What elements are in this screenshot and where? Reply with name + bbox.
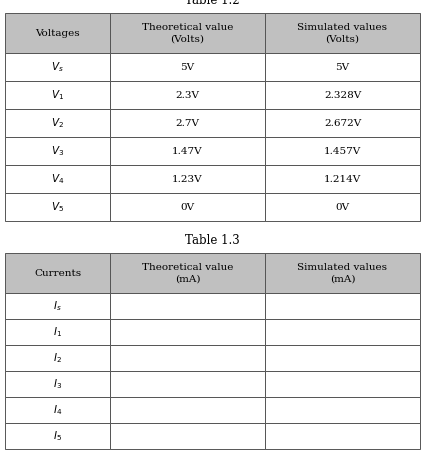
Bar [265, 319, 420, 345]
Bar [265, 81, 420, 109]
Bar [265, 53, 420, 81]
Bar [110, 345, 265, 371]
Bar [110, 193, 265, 221]
Bar [5, 109, 110, 137]
Text: Simulated values
(Volts): Simulated values (Volts) [298, 23, 388, 43]
Bar [5, 165, 110, 193]
Bar [5, 53, 110, 81]
Bar [5, 397, 110, 423]
Bar [110, 397, 265, 423]
Bar [5, 345, 110, 371]
Text: Simulated values
(mA): Simulated values (mA) [298, 263, 388, 283]
Bar [265, 345, 420, 371]
Bar [5, 13, 110, 53]
Bar [5, 371, 110, 397]
Text: Theoretical value
(Volts): Theoretical value (Volts) [142, 23, 233, 43]
Text: 2.328V: 2.328V [324, 90, 361, 100]
Text: $I_3$: $I_3$ [53, 377, 62, 391]
Text: $I_2$: $I_2$ [53, 351, 62, 365]
Bar [5, 319, 110, 345]
Text: $I_1$: $I_1$ [53, 325, 62, 339]
Text: 0V: 0V [335, 203, 349, 212]
Bar [110, 109, 265, 137]
Text: 1.214V: 1.214V [324, 175, 361, 183]
Bar [265, 371, 420, 397]
Bar [110, 137, 265, 165]
Text: Table 1.2: Table 1.2 [185, 0, 240, 7]
Bar [5, 423, 110, 449]
Bar [5, 253, 110, 293]
Bar [265, 13, 420, 53]
Bar [5, 193, 110, 221]
Text: Theoretical value
(mA): Theoretical value (mA) [142, 263, 233, 283]
Text: $V_s$: $V_s$ [51, 60, 64, 74]
Bar [265, 423, 420, 449]
Text: Table 1.3: Table 1.3 [185, 234, 240, 247]
Bar [265, 165, 420, 193]
Bar [110, 253, 265, 293]
Text: $V_2$: $V_2$ [51, 116, 64, 130]
Bar [110, 371, 265, 397]
Text: 0V: 0V [181, 203, 195, 212]
Text: 5V: 5V [335, 63, 349, 72]
Text: 2.3V: 2.3V [176, 90, 199, 100]
Text: $V_1$: $V_1$ [51, 88, 64, 102]
Bar [5, 81, 110, 109]
Bar [265, 397, 420, 423]
Text: 2.672V: 2.672V [324, 118, 361, 127]
Bar [110, 293, 265, 319]
Text: Currents: Currents [34, 269, 81, 278]
Text: $V_5$: $V_5$ [51, 200, 64, 214]
Text: 1.457V: 1.457V [324, 146, 361, 155]
Text: $I_4$: $I_4$ [53, 403, 62, 417]
Bar [110, 423, 265, 449]
Text: Voltages: Voltages [35, 29, 80, 37]
Bar [5, 137, 110, 165]
Text: $I_5$: $I_5$ [53, 429, 62, 443]
Text: $V_3$: $V_3$ [51, 144, 64, 158]
Text: $V_4$: $V_4$ [51, 172, 64, 186]
Bar [265, 137, 420, 165]
Bar [265, 253, 420, 293]
Text: 1.23V: 1.23V [172, 175, 203, 183]
Bar [265, 293, 420, 319]
Text: $I_s$: $I_s$ [53, 299, 62, 313]
Bar [265, 109, 420, 137]
Bar [110, 319, 265, 345]
Text: 5V: 5V [181, 63, 195, 72]
Bar [5, 293, 110, 319]
Text: 2.7V: 2.7V [176, 118, 199, 127]
Bar [110, 165, 265, 193]
Bar [110, 81, 265, 109]
Bar [265, 193, 420, 221]
Bar [110, 53, 265, 81]
Bar [110, 13, 265, 53]
Text: 1.47V: 1.47V [172, 146, 203, 155]
